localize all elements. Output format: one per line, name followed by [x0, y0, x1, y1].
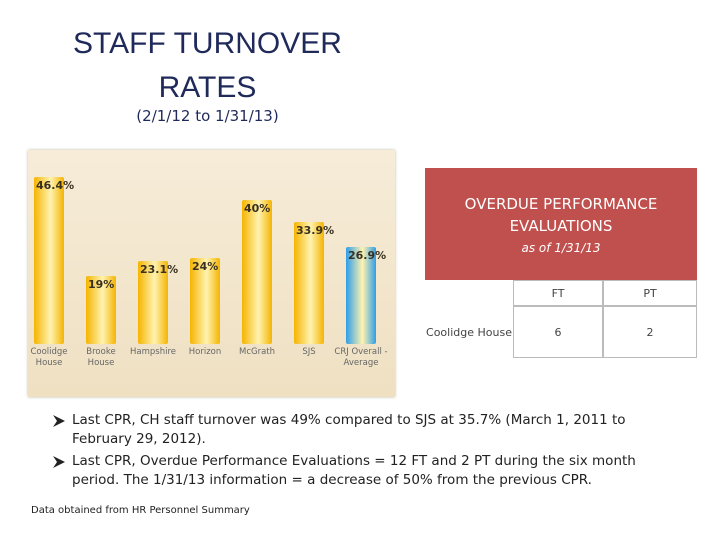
footnote: Data obtained from HR Personnel Summary — [31, 505, 250, 516]
table-cell: Coolidge House — [425, 306, 513, 358]
slide-subtitle: (2/1/12 to 1/31/13) — [136, 107, 279, 125]
category-label: Brooke House — [86, 347, 116, 368]
value-label: 19% — [88, 277, 115, 291]
bar — [242, 200, 272, 344]
bar — [294, 221, 324, 344]
bar-chart: 46.4% Coolidge House 19% Brooke House 23.1% H… — [28, 150, 395, 397]
bullet-text: Last CPR, Overdue Performance Evaluation… — [72, 453, 636, 488]
slide-title: STAFF TURNOVER RATES — [73, 27, 342, 104]
category-label: Coolidge House — [30, 347, 68, 368]
bar — [138, 260, 168, 344]
bullet-arrow — [53, 415, 65, 427]
value-label: 23.1% — [140, 262, 179, 276]
category-label: Horizon — [188, 347, 222, 357]
bar — [86, 275, 116, 344]
table-cell: 2 — [603, 306, 697, 358]
category-label: SJS — [302, 347, 316, 357]
column-header: FT — [513, 280, 603, 306]
bar — [190, 257, 220, 344]
table-header: OVERDUE PERFORMANCE EVALUATIONS as of 1/… — [425, 168, 697, 280]
column-header — [425, 280, 513, 306]
bar — [346, 247, 376, 344]
value-label: 24% — [192, 259, 219, 273]
bullet-arrow — [53, 456, 65, 468]
value-label: 26.9% — [348, 249, 387, 263]
column-header: PT — [603, 280, 697, 306]
value-label: 40% — [244, 202, 271, 215]
table-title: OVERDUE PERFORMANCE EVALUATIONS — [464, 195, 658, 235]
category-label: McGrath — [238, 347, 276, 357]
table-cell: 6 — [513, 306, 603, 358]
bar — [34, 176, 64, 344]
table-subtitle: as of 1/31/13 — [521, 241, 601, 255]
category-label: Hampshire — [130, 347, 176, 357]
bullet-text: Last CPR, CH staff turnover was 49% comp… — [72, 412, 626, 447]
value-label: 33.9% — [296, 223, 335, 237]
value-label: 46.4% — [36, 178, 75, 192]
category-label: CRJ Overall - Average — [334, 347, 388, 368]
